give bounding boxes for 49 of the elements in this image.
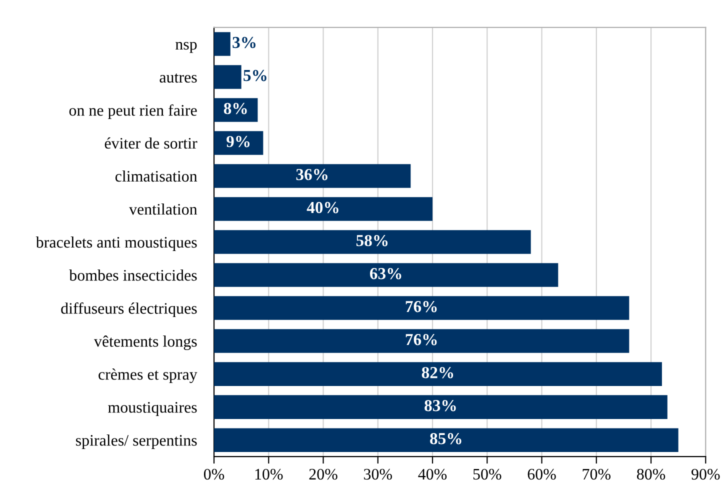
y-tick-label: bombes insecticides [69, 269, 197, 281]
y-tick-label: bracelets anti moustiques [36, 236, 197, 251]
bar [214, 329, 630, 353]
y-tick-label: éviter de sortir [104, 137, 198, 149]
y-tick-label: spirales/ serpentins [76, 434, 197, 450]
y-tick-label: diffuseurs électriques [61, 302, 197, 318]
x-tick-label: 80% [636, 468, 666, 480]
data-label: 40% [306, 202, 338, 214]
x-tick-label: 20% [309, 468, 338, 480]
data-label: 5% [244, 70, 266, 82]
bar [214, 263, 558, 287]
data-label: 36% [296, 168, 328, 180]
bar [214, 131, 264, 155]
bar [214, 230, 531, 254]
data-label: 76% [406, 334, 437, 346]
x-tick-label: 40% [418, 468, 447, 480]
y-tick-label: on ne peut rien faire [69, 104, 197, 119]
bar [214, 362, 662, 386]
bar [214, 164, 411, 188]
x-tick-label: 70% [582, 468, 610, 480]
x-tick-label: 10% [255, 468, 283, 480]
y-tick-label: autres [160, 74, 197, 83]
data-label: 9% [226, 136, 250, 148]
data-label: 8% [224, 102, 247, 114]
bar [214, 197, 433, 221]
data-label: 63% [370, 268, 402, 280]
y-tick-label: moustiquaires [108, 402, 197, 416]
x-tick-label: 60% [528, 468, 556, 480]
data-label: 3% [232, 36, 256, 48]
y-tick-label: climatisation [115, 170, 198, 182]
y-tick-label: crèmes et spray [98, 368, 198, 384]
x-tick-label: 90% [692, 468, 720, 480]
data-label: 58% [356, 234, 388, 246]
x-tick-label: 50% [473, 468, 502, 480]
data-label: 83% [424, 400, 456, 412]
data-label: 76% [406, 300, 437, 312]
bar [214, 296, 630, 320]
x-tick-label: 0% [204, 468, 224, 480]
bar [214, 395, 668, 419]
bar [214, 98, 258, 122]
y-tick-label: nsp [176, 42, 197, 53]
data-label: 85% [430, 433, 462, 444]
y-tick-label: vêtements longs [94, 335, 197, 350]
x-tick-label: 30% [364, 468, 392, 480]
bar [214, 428, 678, 452]
bar [214, 32, 230, 56]
bar [214, 65, 242, 89]
data-label: 82% [422, 366, 454, 378]
y-tick-label: ventilation [129, 203, 198, 215]
